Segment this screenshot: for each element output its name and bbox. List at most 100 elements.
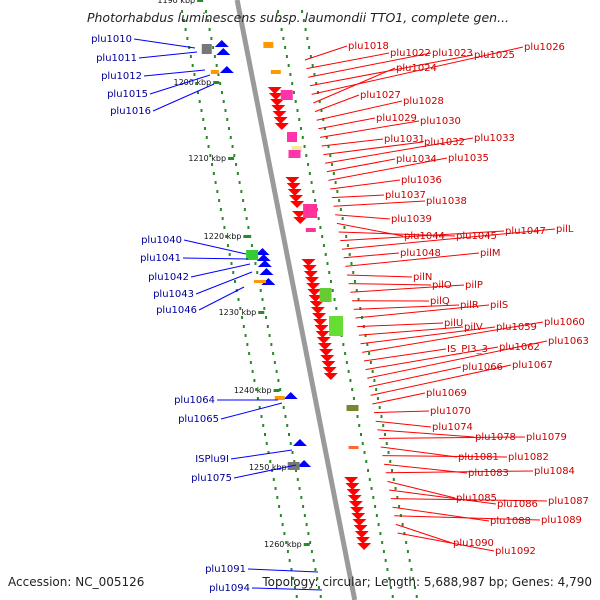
gene-feature-block[interactable] <box>319 288 332 302</box>
reverse-gene-label[interactable]: plu1062 <box>499 342 540 353</box>
forward-gene-arrow[interactable] <box>219 66 234 73</box>
reverse-gene-arrow[interactable] <box>321 361 336 368</box>
reverse-gene-label[interactable]: plu1036 <box>401 175 442 186</box>
reverse-gene-label[interactable]: plu1033 <box>474 133 515 144</box>
reverse-gene-label[interactable]: plu1028 <box>403 96 444 107</box>
reverse-gene-label[interactable]: plu1082 <box>508 452 549 463</box>
forward-gene-label[interactable]: plu1010 <box>91 34 132 45</box>
forward-gene-arrow[interactable] <box>261 278 276 285</box>
reverse-gene-arrow[interactable] <box>353 525 368 532</box>
reverse-gene-label[interactable]: plu1063 <box>548 336 589 347</box>
gene-feature-block[interactable] <box>270 70 281 74</box>
reverse-gene-arrow[interactable] <box>313 319 328 326</box>
reverse-gene-label[interactable]: plu1089 <box>541 515 582 526</box>
reverse-gene-label[interactable]: plu1045 <box>456 231 497 242</box>
reverse-gene-label[interactable]: plu1069 <box>426 388 467 399</box>
reverse-gene-label[interactable]: plu1079 <box>526 432 567 443</box>
reverse-gene-label[interactable]: pilL <box>556 224 574 235</box>
gene-feature-block[interactable] <box>274 396 285 400</box>
reverse-gene-label[interactable]: plu1060 <box>544 317 585 328</box>
forward-gene-label[interactable]: plu1046 <box>156 305 197 316</box>
gene-feature-block[interactable] <box>201 44 212 54</box>
reverse-gene-label[interactable]: IS_PI3_3 <box>447 344 488 355</box>
reverse-gene-label[interactable]: plu1027 <box>360 90 401 101</box>
reverse-gene-label[interactable]: plu1037 <box>385 190 426 201</box>
reverse-gene-arrow[interactable] <box>290 201 305 208</box>
reverse-gene-arrow[interactable] <box>351 513 366 520</box>
forward-gene-label[interactable]: plu1094 <box>209 583 250 594</box>
gene-feature-block[interactable] <box>348 446 359 449</box>
forward-gene-label[interactable]: plu1065 <box>178 414 219 425</box>
reverse-gene-arrow[interactable] <box>285 177 300 184</box>
forward-gene-label[interactable]: plu1040 <box>141 235 182 246</box>
reverse-gene-label[interactable]: plu1059 <box>496 322 537 333</box>
forward-gene-arrow[interactable] <box>292 439 307 446</box>
reverse-gene-label[interactable]: plu1067 <box>512 360 553 371</box>
reverse-gene-arrow[interactable] <box>322 367 337 374</box>
reverse-gene-label[interactable]: plu1081 <box>458 452 499 463</box>
reverse-gene-label[interactable]: plu1044 <box>404 231 445 242</box>
reverse-gene-label[interactable]: plu1018 <box>348 41 389 52</box>
reverse-gene-label[interactable]: plu1035 <box>448 153 489 164</box>
gene-feature-block[interactable] <box>286 132 297 142</box>
reverse-gene-label[interactable]: pilP <box>465 280 483 291</box>
reverse-gene-arrow[interactable] <box>323 373 338 380</box>
reverse-gene-arrow[interactable] <box>312 313 327 320</box>
reverse-gene-label[interactable]: plu1039 <box>391 214 432 225</box>
reverse-gene-arrow[interactable] <box>352 519 367 526</box>
reverse-gene-label[interactable]: plu1090 <box>453 538 494 549</box>
reverse-gene-arrow[interactable] <box>346 489 361 496</box>
forward-gene-arrow[interactable] <box>259 268 274 275</box>
reverse-gene-label[interactable]: plu1030 <box>420 116 461 127</box>
reverse-gene-label[interactable]: pilU <box>444 318 463 329</box>
reverse-gene-arrow[interactable] <box>286 183 301 190</box>
forward-gene-label[interactable]: ISPlu9I <box>195 454 229 465</box>
reverse-gene-label[interactable]: plu1074 <box>432 422 473 433</box>
reverse-gene-label[interactable]: plu1092 <box>495 546 536 557</box>
reverse-gene-label[interactable]: plu1087 <box>548 496 589 507</box>
reverse-gene-label[interactable]: pilQ <box>430 296 450 307</box>
forward-gene-label[interactable]: plu1042 <box>148 272 189 283</box>
forward-gene-arrow[interactable] <box>256 254 271 261</box>
reverse-gene-arrow[interactable] <box>307 289 322 296</box>
forward-gene-arrow[interactable] <box>216 48 231 55</box>
reverse-gene-arrow[interactable] <box>354 531 369 538</box>
reverse-gene-arrow[interactable] <box>274 123 289 130</box>
reverse-gene-label[interactable]: plu1025 <box>474 50 515 61</box>
reverse-gene-arrow[interactable] <box>272 111 287 118</box>
reverse-gene-arrow[interactable] <box>345 483 360 490</box>
reverse-gene-label[interactable]: plu1066 <box>462 362 503 373</box>
reverse-gene-arrow[interactable] <box>308 295 323 302</box>
gene-feature-block[interactable] <box>254 280 266 283</box>
reverse-gene-arrow[interactable] <box>317 343 332 350</box>
reverse-gene-arrow[interactable] <box>302 265 317 272</box>
reverse-gene-label[interactable]: plu1023 <box>432 48 473 59</box>
reverse-gene-label[interactable]: pilN <box>413 272 432 283</box>
reverse-gene-arrow[interactable] <box>355 537 370 544</box>
forward-gene-arrow[interactable] <box>214 40 229 47</box>
forward-gene-label[interactable]: plu1064 <box>174 395 215 406</box>
reverse-gene-arrow[interactable] <box>314 325 329 332</box>
reverse-gene-arrow[interactable] <box>293 217 308 224</box>
forward-gene-label[interactable]: plu1016 <box>110 106 151 117</box>
reverse-gene-label[interactable]: plu1088 <box>490 516 531 527</box>
reverse-gene-label[interactable]: plu1034 <box>396 154 437 165</box>
reverse-gene-arrow[interactable] <box>271 105 286 112</box>
gene-feature-block[interactable] <box>303 204 318 218</box>
reverse-gene-label[interactable]: pilR <box>460 300 479 311</box>
reverse-gene-arrow[interactable] <box>268 93 283 100</box>
gene-feature-block[interactable] <box>346 405 359 411</box>
reverse-gene-arrow[interactable] <box>287 189 302 196</box>
reverse-gene-label[interactable]: plu1024 <box>396 63 437 74</box>
gene-feature-block[interactable] <box>291 146 302 152</box>
reverse-gene-arrow[interactable] <box>306 283 321 290</box>
reverse-gene-arrow[interactable] <box>344 477 359 484</box>
forward-gene-label[interactable]: plu1043 <box>153 289 194 300</box>
reverse-gene-label[interactable]: plu1038 <box>426 196 467 207</box>
reverse-gene-arrow[interactable] <box>316 337 331 344</box>
reverse-gene-arrow[interactable] <box>303 271 318 278</box>
gene-feature-block[interactable] <box>305 228 316 232</box>
reverse-gene-label[interactable]: plu1022 <box>390 48 431 59</box>
gene-feature-block[interactable] <box>287 462 300 470</box>
reverse-gene-label[interactable]: plu1031 <box>384 134 425 145</box>
